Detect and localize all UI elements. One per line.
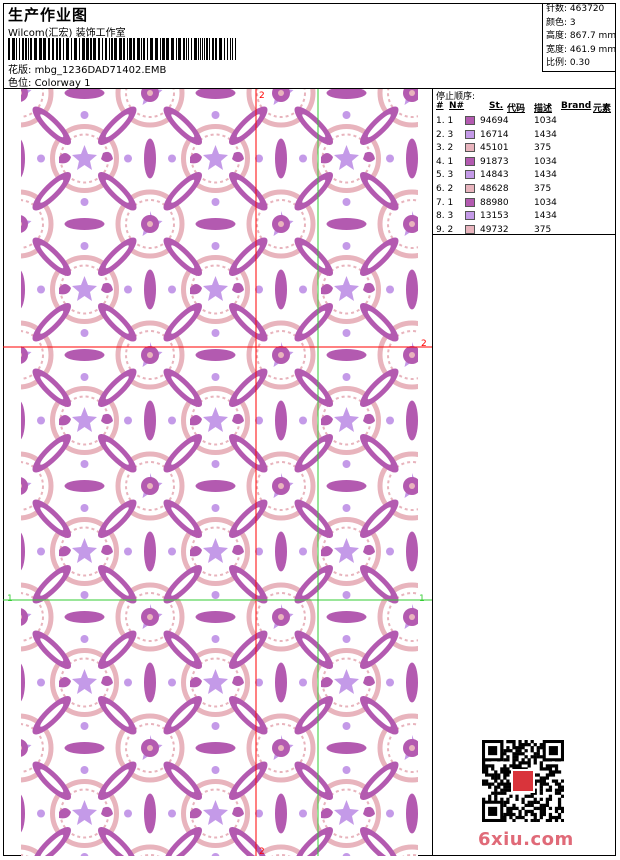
thread-code: 45101: [480, 143, 509, 154]
thread-code: 91873: [480, 156, 509, 167]
thread-code: 14843: [480, 170, 509, 181]
stop-number: 4. 1: [436, 156, 454, 167]
col-header-desc: 描述: [534, 104, 553, 114]
thread-desc: 375: [534, 184, 552, 194]
thread-desc: 375: [534, 224, 552, 235]
thread-desc: 1034: [534, 156, 557, 167]
page-title: 生产作业图: [8, 6, 89, 24]
thread-code: 88980: [480, 197, 509, 208]
marker-1-right: 1: [419, 594, 425, 604]
thread-desc: 1434: [534, 170, 557, 181]
colors-value: 3: [569, 17, 576, 28]
colorway-label: 色位:: [8, 78, 32, 89]
design-preview-canvas[interactable]: 1 1 2 2 2: [3, 89, 433, 856]
color-swatch: [465, 116, 475, 125]
height-row: 高度: 867.7 mm: [546, 30, 616, 44]
col-header-st: St.: [489, 101, 504, 111]
marker-2-top: 2: [259, 91, 265, 101]
width-label: 宽度:: [546, 44, 568, 55]
embroidery-pattern: 1 1 2 2 2: [3, 89, 432, 856]
stitches-value: 463720: [569, 4, 605, 14]
stop-row[interactable]: 2. 3 16714 1434: [433, 129, 616, 143]
design-name: mbg_1236DAD71402.EMB: [34, 65, 167, 76]
thread-desc: 1034: [534, 197, 557, 208]
stop-row[interactable]: 4. 1 91873 1034: [433, 156, 616, 170]
stop-sequence-table: 停止顺序: # N# St. 代码 描述 Brand 元素 1. 1 94694 1…: [433, 89, 616, 235]
marker-2-right: 2: [421, 339, 427, 349]
color-swatch: [465, 211, 475, 221]
thread-desc: 1434: [534, 211, 557, 222]
thread-code: 48628: [480, 184, 509, 194]
col-header-element: 元素: [593, 104, 612, 114]
stop-number: 6. 2: [436, 184, 454, 194]
scale-value: 0.30: [569, 58, 590, 69]
stop-number: 8. 3: [436, 211, 454, 222]
col-header-brand: Brand: [561, 101, 592, 111]
thread-desc: 1434: [534, 129, 557, 140]
design-label: 花版:: [8, 65, 32, 76]
stop-number: 7. 1: [436, 197, 454, 208]
height-value: 867.7 mm: [569, 31, 617, 42]
stop-row[interactable]: 1. 1 94694 1034: [433, 116, 616, 129]
height-label: 高度:: [546, 31, 568, 42]
stop-number: 2. 3: [436, 129, 454, 140]
thread-code: 94694: [480, 116, 509, 126]
stitches-label: 针数:: [546, 4, 568, 14]
watermark: 6xiu.com: [478, 829, 574, 850]
thread-code: 49732: [480, 224, 509, 235]
col-header-code: 代码: [507, 104, 526, 114]
color-swatch: [465, 197, 475, 207]
colorway-line: 色位: Colorway 1: [8, 74, 90, 89]
qr-code[interactable]: [482, 740, 564, 822]
stop-row[interactable]: 7. 1 88980 1034: [433, 197, 616, 211]
thread-code: 16714: [480, 129, 509, 140]
col-header-num: #: [436, 101, 444, 111]
design-info-panel: 针数: 463720 颜色: 3 高度: 867.7 mm 宽度: 461.9 …: [542, 3, 616, 72]
stop-number: 5. 3: [436, 170, 454, 181]
thread-desc: 375: [534, 143, 552, 154]
col-header-n: N#: [449, 101, 465, 111]
thread-code: 13153: [480, 211, 509, 222]
colors-row: 颜色: 3: [546, 17, 616, 31]
color-swatch: [465, 143, 475, 153]
header: 生产作业图 Wilcom(汇宏) 装饰工作室 花版: mbg_1236DAD71…: [3, 3, 616, 89]
stop-row[interactable]: 6. 2 48628 375: [433, 184, 616, 197]
stop-row[interactable]: 3. 2 45101 375: [433, 143, 616, 156]
design-name-line: 花版: mbg_1236DAD71402.EMB: [8, 61, 166, 76]
stop-sequence-title: 停止顺序:: [436, 92, 476, 102]
color-swatch: [465, 170, 475, 180]
color-swatch: [465, 129, 475, 139]
stop-row[interactable]: 8. 3 13153 1434: [433, 211, 616, 224]
scale-label: 比例:: [546, 58, 568, 69]
marker-1-left: 1: [7, 594, 13, 604]
scale-row: 比例: 0.30: [546, 57, 616, 71]
colors-label: 颜色:: [546, 17, 568, 28]
color-swatch: [465, 156, 475, 166]
color-swatch: [465, 184, 475, 193]
width-value: 461.9 mm: [569, 44, 617, 55]
company-name: Wilcom(汇宏) 装饰工作室: [8, 28, 126, 39]
stop-number: 3. 2: [436, 143, 454, 154]
color-swatch: [465, 224, 475, 234]
stop-number: 1. 1: [436, 116, 454, 126]
width-row: 宽度: 461.9 mm: [546, 44, 616, 58]
stop-row[interactable]: 9. 2 49732 375: [433, 224, 616, 238]
stop-number: 9. 2: [436, 224, 454, 235]
colorway-name: Colorway 1: [34, 78, 91, 89]
stitches-row: 针数: 463720: [546, 3, 616, 17]
thread-desc: 1034: [534, 116, 557, 126]
marker-2-bottom: 2: [259, 847, 265, 856]
barcode: [8, 38, 236, 60]
stop-row[interactable]: 5. 3 14843 1434: [433, 170, 616, 183]
